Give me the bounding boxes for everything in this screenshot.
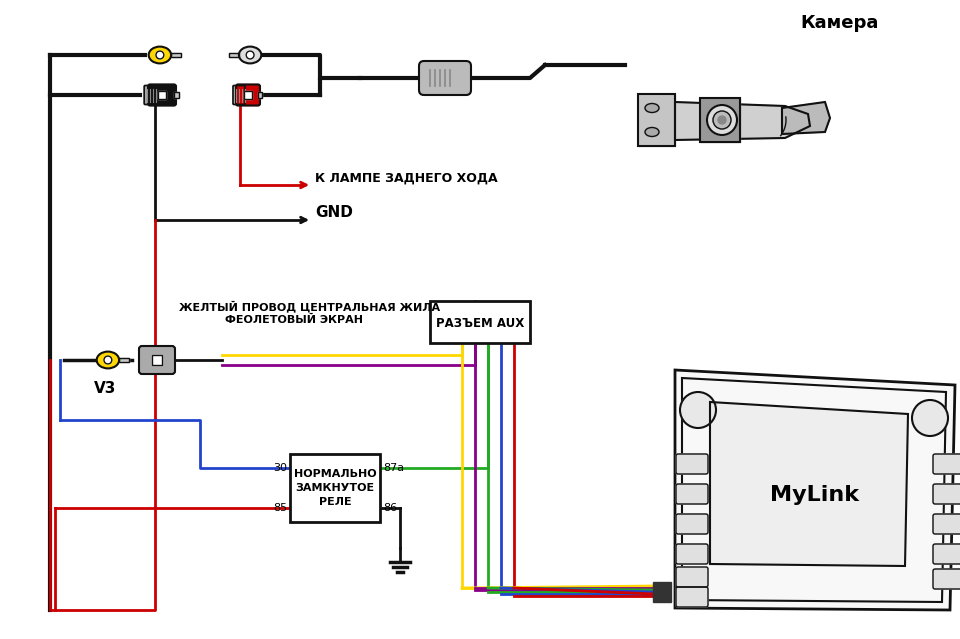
FancyBboxPatch shape <box>933 544 960 564</box>
Text: К ЛАМПЕ ЗАДНЕГО ХОДА: К ЛАМПЕ ЗАДНЕГО ХОДА <box>315 172 497 185</box>
Text: РАЗЪЕМ AUX: РАЗЪЕМ AUX <box>436 316 524 330</box>
Text: MyLink: MyLink <box>771 485 859 505</box>
Bar <box>171 53 180 57</box>
Text: 85: 85 <box>273 503 287 513</box>
Bar <box>245 91 252 98</box>
Bar <box>152 355 162 365</box>
Circle shape <box>104 356 111 364</box>
Circle shape <box>718 116 726 124</box>
FancyBboxPatch shape <box>676 484 708 504</box>
Bar <box>290 454 380 522</box>
Circle shape <box>912 400 948 436</box>
Bar <box>290 454 380 522</box>
Bar <box>653 582 671 602</box>
Text: 30: 30 <box>273 463 287 473</box>
Polygon shape <box>782 102 830 134</box>
Bar <box>430 301 530 343</box>
FancyBboxPatch shape <box>676 567 708 587</box>
Bar <box>152 355 162 365</box>
FancyBboxPatch shape <box>933 454 960 474</box>
Bar <box>700 98 740 142</box>
Ellipse shape <box>239 47 261 63</box>
Bar <box>258 92 262 98</box>
Text: РЕЛЕ: РЕЛЕ <box>319 497 351 507</box>
Bar <box>158 91 165 98</box>
Circle shape <box>707 105 737 135</box>
Text: GND: GND <box>315 205 353 220</box>
Text: 87а: 87а <box>383 463 404 473</box>
Text: ЖЕЛТЫЙ ПРОВОД ЦЕНТРАЛЬНАЯ ЖИЛА: ЖЕЛТЫЙ ПРОВОД ЦЕНТРАЛЬНАЯ ЖИЛА <box>180 300 441 312</box>
Bar <box>258 92 262 98</box>
FancyBboxPatch shape <box>676 587 708 607</box>
Ellipse shape <box>97 351 119 369</box>
FancyBboxPatch shape <box>148 84 176 105</box>
Bar <box>245 91 252 98</box>
Ellipse shape <box>149 47 171 63</box>
Bar <box>171 53 180 57</box>
Circle shape <box>156 51 164 59</box>
Circle shape <box>246 51 254 59</box>
Polygon shape <box>675 102 810 140</box>
Text: НОРМАЛЬНО: НОРМАЛЬНО <box>294 469 376 479</box>
Bar <box>119 358 129 362</box>
FancyBboxPatch shape <box>676 544 708 564</box>
FancyBboxPatch shape <box>419 61 471 95</box>
FancyBboxPatch shape <box>139 346 175 374</box>
Text: V3: V3 <box>94 381 116 396</box>
Text: ЗАМКНУТОЕ: ЗАМКНУТОЕ <box>296 483 374 493</box>
FancyBboxPatch shape <box>676 454 708 474</box>
Circle shape <box>713 111 731 129</box>
FancyBboxPatch shape <box>933 514 960 534</box>
Text: ФЕОЛЕТОВЫЙ ЭКРАН: ФЕОЛЕТОВЫЙ ЭКРАН <box>225 315 363 325</box>
Bar <box>158 91 165 98</box>
Bar <box>119 358 129 362</box>
Circle shape <box>680 392 716 428</box>
Polygon shape <box>710 402 908 566</box>
Bar <box>174 92 180 98</box>
Text: Камера: Камера <box>800 14 878 32</box>
FancyBboxPatch shape <box>933 484 960 504</box>
FancyBboxPatch shape <box>236 84 260 105</box>
FancyBboxPatch shape <box>144 86 157 105</box>
Ellipse shape <box>645 128 659 137</box>
FancyBboxPatch shape <box>233 86 245 105</box>
FancyBboxPatch shape <box>676 514 708 534</box>
Polygon shape <box>638 94 675 146</box>
FancyBboxPatch shape <box>933 569 960 589</box>
Bar <box>700 98 740 142</box>
Polygon shape <box>675 370 955 610</box>
Bar <box>430 301 530 343</box>
Bar <box>174 92 180 98</box>
Ellipse shape <box>645 104 659 112</box>
Text: 86: 86 <box>383 503 397 513</box>
Bar <box>229 53 239 57</box>
Bar <box>229 53 239 57</box>
